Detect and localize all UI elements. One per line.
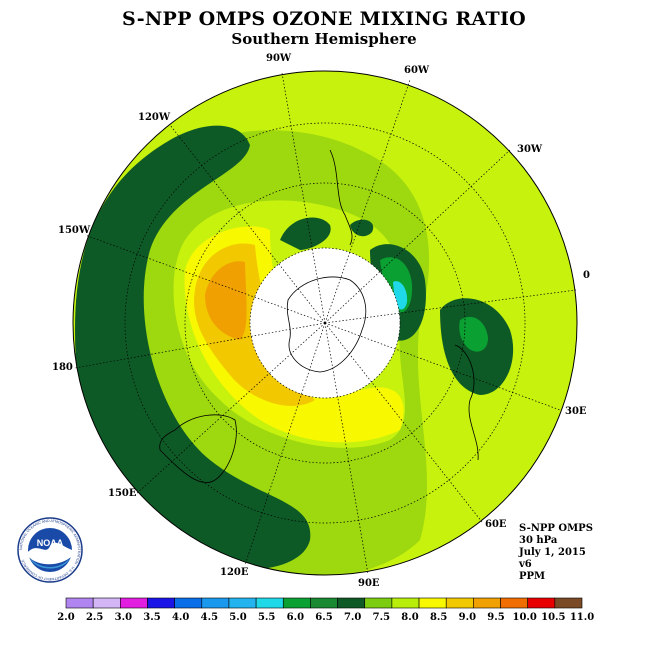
colorbar-label: 7.0	[344, 612, 361, 623]
colorbar-swatch	[174, 597, 203, 609]
colorbar-swatch	[120, 597, 148, 609]
info-level: 30 hPa	[519, 535, 558, 546]
lon-label-90w: 90W	[266, 53, 292, 64]
meridian-90w	[281, 72, 326, 324]
colorbar-label: 6.5	[315, 612, 332, 623]
colorbar-labels: 2.0 2.5 3.0 3.5 4.0 4.5 5.0 5.5 6.0 6.5 7.0 7.5 8.0 8…	[57, 612, 594, 623]
meridian-150w	[84, 234, 326, 324]
map-title: S-NPP OMPS OZONE MIXING RATIO	[121, 8, 527, 30]
colorbar-swatch	[65, 597, 94, 609]
logo-text: NOAA	[37, 538, 64, 548]
lon-label-30e: 30E	[565, 406, 587, 417]
colorbar-label: 2.0	[57, 612, 74, 623]
field-9.5-orange	[205, 261, 247, 340]
colorbar-swatch	[391, 597, 420, 609]
colorbar-swatch	[337, 597, 366, 609]
lon-label-60w: 60W	[404, 65, 430, 76]
map-subtitle: Southern Hemisphere	[231, 30, 417, 48]
colorbar-label: 5.0	[229, 612, 246, 623]
lon-label-90e: 90E	[358, 578, 380, 589]
logo-bird	[28, 542, 72, 565]
africa-coastline	[454, 344, 479, 461]
colorbar-label: 8.5	[430, 612, 447, 623]
logo-wave	[30, 558, 70, 569]
colorbar: 2.0 2.5 3.0 3.5 4.0 4.5 5.0 5.5 6.0 6.5 7.0 7.5 8.0 8…	[57, 597, 594, 623]
colorbar-label: 10.0	[512, 612, 536, 623]
lon-label-180: 180	[52, 362, 73, 373]
latitude-circle-inner	[249, 247, 401, 399]
colorbar-label: 10.5	[541, 612, 565, 623]
colorbar-label: 2.5	[86, 612, 103, 623]
colorbar-label: 4.5	[201, 612, 218, 623]
colorbar-swatch	[473, 597, 501, 609]
map-border	[72, 70, 578, 576]
colorbar-label: 8.0	[401, 612, 418, 623]
info-date: July 1, 2015	[519, 547, 586, 558]
colorbar-swatch	[364, 597, 393, 609]
colorbar-swatch	[282, 597, 311, 609]
colorbar-label: 6.0	[287, 612, 304, 623]
lon-label-120w: 120W	[138, 112, 171, 123]
antarctica-coastline	[286, 276, 367, 373]
info-version: v6	[519, 559, 532, 570]
colorbar-label: 7.5	[373, 612, 390, 623]
meridian-150e	[134, 322, 326, 496]
info-instrument: S-NPP OMPS	[519, 523, 593, 534]
noaa-logo: NOAA NATIONAL OCEANIC AND ATMOSPHERIC AD…	[17, 517, 83, 583]
field-7-dark-band	[75, 125, 311, 570]
colorbar-swatch	[500, 597, 528, 609]
latitude-circle-mid	[184, 182, 466, 464]
meridian-60w	[324, 79, 411, 324]
meridian-60e	[324, 322, 483, 523]
colorbar-label: 9.0	[459, 612, 476, 623]
colorbar-label: 3.0	[115, 612, 132, 623]
lon-label-150e: 150E	[108, 488, 137, 499]
meridian-180	[74, 322, 326, 369]
lon-label-150w: 150W	[58, 225, 91, 236]
colorbar-swatch	[554, 597, 583, 609]
colorbar-label: 5.5	[258, 612, 275, 623]
lon-label-120e: 120E	[220, 567, 249, 578]
field-atlantic-mid	[459, 316, 488, 352]
graticule	[74, 72, 577, 575]
colorbar-swatches	[65, 597, 583, 609]
colorbar-swatch	[445, 597, 474, 609]
info-units: PPM	[519, 571, 546, 582]
south-america-coastline	[329, 149, 353, 246]
meridian-30w	[324, 149, 511, 324]
colorbar-swatch	[201, 597, 230, 609]
colorbar-swatch	[418, 597, 447, 609]
colorbar-swatch	[310, 597, 338, 609]
colorbar-swatch	[255, 597, 284, 609]
meridian-90e	[324, 322, 369, 575]
colorbar-label: 4.0	[172, 612, 189, 623]
colorbar-swatch	[147, 597, 175, 609]
colorbar-label: 9.5	[487, 612, 504, 623]
info-panel: S-NPP OMPS 30 hPa July 1, 2015 v6 PPM	[519, 523, 593, 583]
field-peninsula-dark	[350, 219, 374, 237]
colorbar-swatch	[92, 597, 121, 609]
colorbar-swatch	[228, 597, 257, 609]
meridian-120e	[244, 322, 326, 566]
colorbar-label: 3.5	[143, 612, 160, 623]
lon-label-30w: 30W	[517, 144, 543, 155]
field-peninsula-green	[280, 217, 331, 250]
latitude-circle-outer	[124, 122, 526, 524]
colorbar-label: 11.0	[570, 612, 594, 623]
australia-coastline	[159, 414, 237, 483]
lon-label-0: 0	[583, 270, 590, 281]
meridian-0	[324, 289, 577, 324]
lon-label-60e: 60E	[485, 519, 507, 530]
colorbar-swatch	[527, 597, 556, 609]
